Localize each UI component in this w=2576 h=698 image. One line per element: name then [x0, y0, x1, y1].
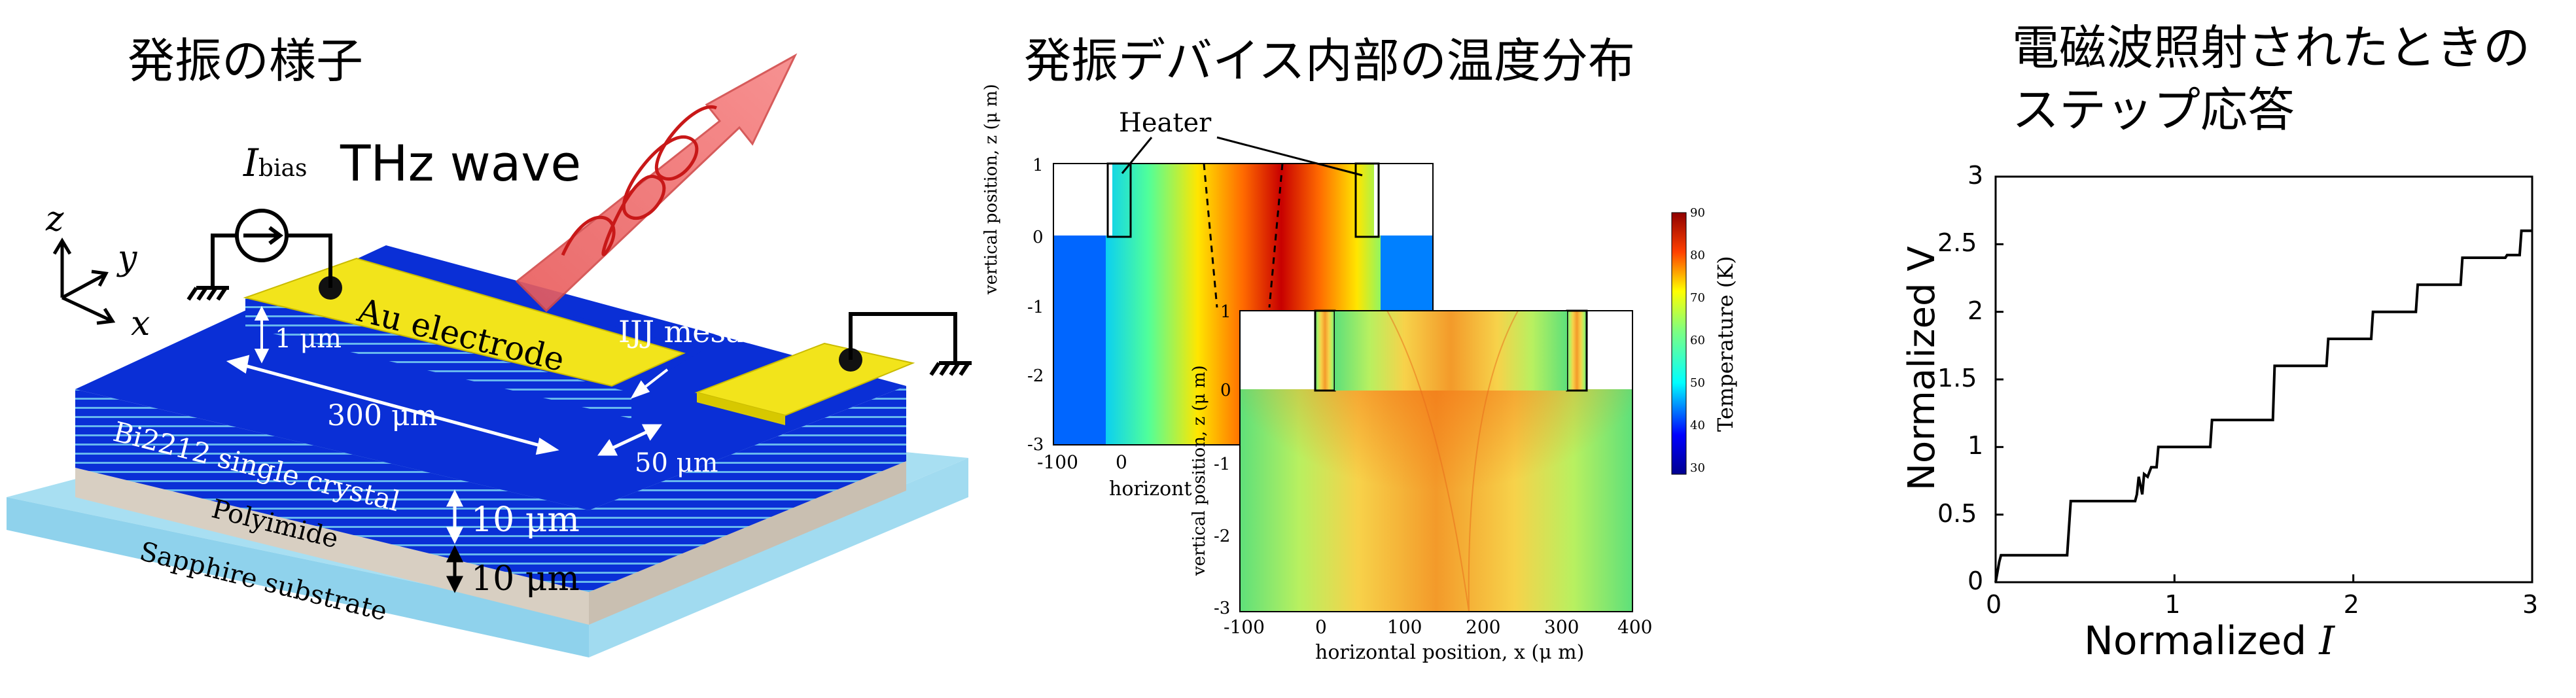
colorbar-tick-90: 90 — [1690, 206, 1705, 220]
step-chart-xlabel: Normalized I — [2084, 618, 2335, 664]
back-plot-ytick-m2: -2 — [1027, 366, 1044, 386]
heater-label: Heater — [1119, 108, 1212, 138]
colorbar-tick-50: 50 — [1690, 376, 1705, 390]
width-50um-label: 50 μm — [635, 448, 718, 478]
back-plot-xtick-m100: -100 — [1037, 451, 1078, 473]
length-300um-label: 300 μm — [327, 399, 438, 432]
front-plot-ytick-0: 0 — [1220, 381, 1231, 400]
ijj-mesa-label: IJJ mesa — [618, 314, 744, 349]
panel1-title: 発振の様子 — [128, 33, 364, 88]
ibias-sub: bias — [258, 155, 308, 182]
thickness-10um-a-label: 10 μm — [471, 500, 580, 540]
back-plot-xlabel: horizont — [1109, 478, 1192, 500]
back-plot-ytick-m1: -1 — [1027, 298, 1044, 317]
colorbar-tick-70: 70 — [1690, 291, 1705, 305]
front-plot — [1239, 309, 1633, 612]
thickness-arrow-1um — [254, 305, 270, 364]
front-plot-ytick-m2: -2 — [1214, 527, 1231, 546]
thickness-1um-label: 1 μm — [275, 324, 342, 354]
y-tick-label: 0.5 — [1937, 498, 1977, 528]
front-plot-xtick-400: 400 — [1617, 616, 1653, 638]
coordinate-axes — [52, 237, 116, 325]
right-ground-circuit — [849, 312, 972, 376]
y-tick-label: 2.5 — [1937, 228, 1977, 258]
y-tick-label: 3 — [1967, 161, 1984, 190]
thz-wave-arrow — [515, 53, 798, 313]
front-plot-xtick-300: 300 — [1544, 616, 1579, 638]
x-tick-label: 2 — [2343, 590, 2359, 619]
colorbar-tick-30: 30 — [1690, 461, 1705, 475]
bias-circuit — [186, 209, 332, 301]
colorbar-tick-60: 60 — [1690, 334, 1705, 347]
front-plot-xtick-m100: -100 — [1224, 616, 1265, 638]
back-plot-ytick-1: 1 — [1032, 156, 1044, 175]
back-plot-xtick-0: 0 — [1116, 451, 1127, 473]
thickness-arrow-10um-a — [446, 489, 464, 544]
front-plot-ytick-m3: -3 — [1214, 599, 1231, 618]
panel3-title-line2: ステップ応答 — [2012, 82, 2295, 137]
thz-wave-label: THz wave — [340, 134, 582, 192]
ibias-main: I — [243, 141, 258, 185]
axis-z-label: z — [46, 200, 64, 239]
thickness-arrow-10um-b — [446, 545, 464, 593]
polyimide-layer — [75, 461, 906, 625]
front-plot-xlabel: horizontal position, x (μ m) — [1315, 641, 1585, 664]
thickness-10um-b-label: 10 μm — [471, 559, 580, 599]
colorbar-tick-40: 40 — [1690, 419, 1705, 432]
panel2-title: 発振デバイス内部の温度分布 — [1024, 33, 1635, 88]
y-tick-label: 2 — [1967, 296, 1984, 325]
step-response-line — [1994, 229, 2532, 583]
front-plot-xtick-0: 0 — [1315, 616, 1327, 638]
ibias-label: Ibias — [243, 141, 307, 185]
y-tick-label: 1.5 — [1937, 364, 1977, 393]
back-plot-ytick-0: 0 — [1032, 228, 1044, 247]
axis-x-label: x — [131, 304, 150, 343]
ijj-mesa-pointer — [630, 368, 669, 399]
y-tick-label: 0 — [1967, 567, 1984, 595]
y-tick-label: 1 — [1967, 431, 1984, 461]
temperature-colorbar — [1671, 212, 1687, 475]
front-plot-xtick-100: 100 — [1387, 616, 1422, 638]
x-tick-label: 1 — [2164, 590, 2181, 619]
axis-y-label: y — [118, 239, 137, 278]
front-plot-xtick-200: 200 — [1466, 616, 1501, 638]
length-arrow-300um — [226, 355, 559, 455]
panel3-title-line1: 電磁波照射されたときの — [2012, 20, 2531, 75]
x-tick-label: 3 — [2522, 590, 2539, 619]
step-chart-frame — [1994, 175, 2533, 584]
back-plot-ytick-m3: -3 — [1027, 435, 1044, 455]
colorbar-tick-80: 80 — [1690, 249, 1705, 262]
width-arrow-50um — [597, 424, 662, 456]
x-tick-label: 0 — [1986, 590, 2002, 619]
front-plot-ytick-1: 1 — [1220, 302, 1231, 322]
front-plot-ytick-m1: -1 — [1214, 455, 1231, 474]
